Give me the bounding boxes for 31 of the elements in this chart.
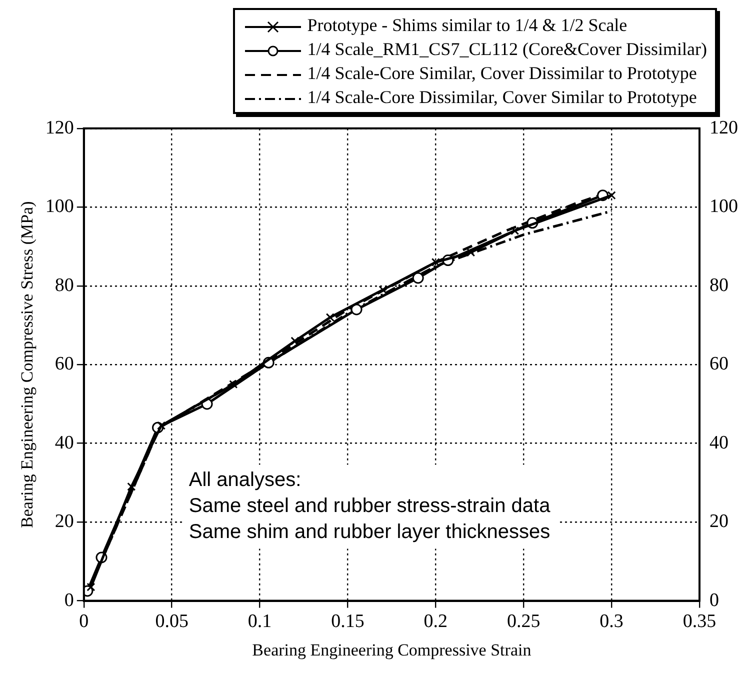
legend-label: Prototype - Shims similar to 1/4 & 1/2 Scale <box>307 15 628 35</box>
y2-tick-label: 120 <box>710 117 738 138</box>
y-tick-label: 120 <box>45 117 74 138</box>
x-tick-label: 0.25 <box>506 611 540 632</box>
annotation: Same steel and rubber stress-strain data <box>188 494 552 517</box>
x-tick-label: 0 <box>79 611 89 632</box>
y2-tick-label: 0 <box>710 590 719 611</box>
y-tick-label: 40 <box>54 432 74 454</box>
y2-tick-label: 80 <box>710 274 728 296</box>
y-tick-label: 60 <box>54 354 74 375</box>
annotation: All analyses: <box>188 468 302 491</box>
x-axis-title: Bearing Engineering Compressive Strain <box>252 640 532 660</box>
y-tick-label: 0 <box>64 590 74 611</box>
x-tick-label: 0.05 <box>155 611 188 632</box>
y2-tick-label: 20 <box>710 511 728 532</box>
annotation: Same shim and rubber layer thicknesses <box>188 520 550 543</box>
legend-label: 1/4 Scale-Core Dissimilar, Cover Similar to Prototype <box>307 87 697 107</box>
x-tick-label: 0.3 <box>600 611 624 632</box>
legend-label: 1/4 Scale_RM1_CS7_CL112 (Core&Cover Dissimilar) <box>307 39 707 59</box>
y-axis-title: Bearing Engineering Compressive Stress (MPa) <box>18 201 37 528</box>
x-tick-label: 0.2 <box>424 611 448 632</box>
y2-tick-label: 40 <box>710 432 728 454</box>
y-tick-label: 20 <box>54 511 74 532</box>
y-tick-label: 100 <box>45 196 74 218</box>
y2-tick-label: 100 <box>710 196 738 218</box>
x-tick-label: 0.1 <box>248 611 272 632</box>
y2-tick-label: 60 <box>710 354 728 375</box>
x-tick-label: 0.15 <box>331 611 364 632</box>
y-tick-label: 80 <box>54 274 74 296</box>
x-tick-label: 0.35 <box>682 611 716 632</box>
legend-label: 1/4 Scale-Core Similar, Cover Dissimilar to Prototype <box>307 63 697 83</box>
